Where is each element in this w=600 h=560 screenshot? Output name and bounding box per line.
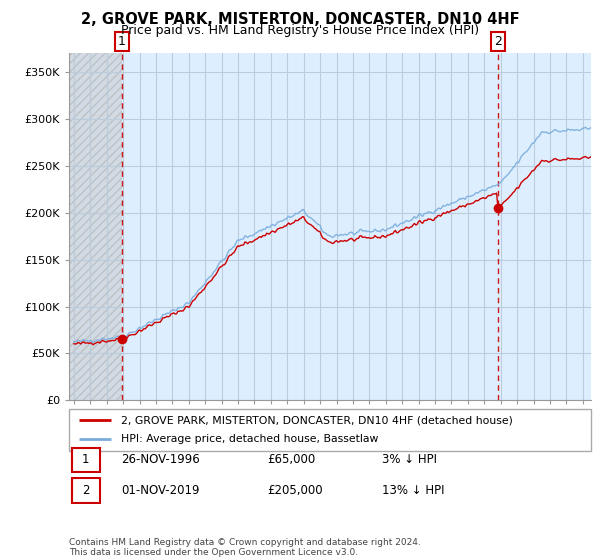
Text: 2, GROVE PARK, MISTERTON, DONCASTER, DN10 4HF (detached house): 2, GROVE PARK, MISTERTON, DONCASTER, DN1… bbox=[121, 415, 513, 425]
Text: 2: 2 bbox=[82, 484, 89, 497]
Text: 1: 1 bbox=[82, 453, 89, 466]
FancyBboxPatch shape bbox=[71, 447, 100, 472]
Text: 2, GROVE PARK, MISTERTON, DONCASTER, DN10 4HF: 2, GROVE PARK, MISTERTON, DONCASTER, DN1… bbox=[80, 12, 520, 27]
Text: Price paid vs. HM Land Registry's House Price Index (HPI): Price paid vs. HM Land Registry's House … bbox=[121, 24, 479, 36]
Text: HPI: Average price, detached house, Bassetlaw: HPI: Average price, detached house, Bass… bbox=[121, 435, 379, 445]
Text: 26-NOV-1996: 26-NOV-1996 bbox=[121, 453, 200, 466]
Text: £65,000: £65,000 bbox=[268, 453, 316, 466]
Text: 2: 2 bbox=[494, 35, 502, 48]
Text: 3% ↓ HPI: 3% ↓ HPI bbox=[382, 453, 437, 466]
Text: Contains HM Land Registry data © Crown copyright and database right 2024.
This d: Contains HM Land Registry data © Crown c… bbox=[69, 538, 421, 557]
FancyBboxPatch shape bbox=[69, 409, 591, 451]
Text: 01-NOV-2019: 01-NOV-2019 bbox=[121, 484, 200, 497]
Text: 13% ↓ HPI: 13% ↓ HPI bbox=[382, 484, 445, 497]
FancyBboxPatch shape bbox=[71, 478, 100, 503]
Text: 1: 1 bbox=[118, 35, 126, 48]
Text: £205,000: £205,000 bbox=[268, 484, 323, 497]
Bar bbox=[69, 53, 122, 400]
